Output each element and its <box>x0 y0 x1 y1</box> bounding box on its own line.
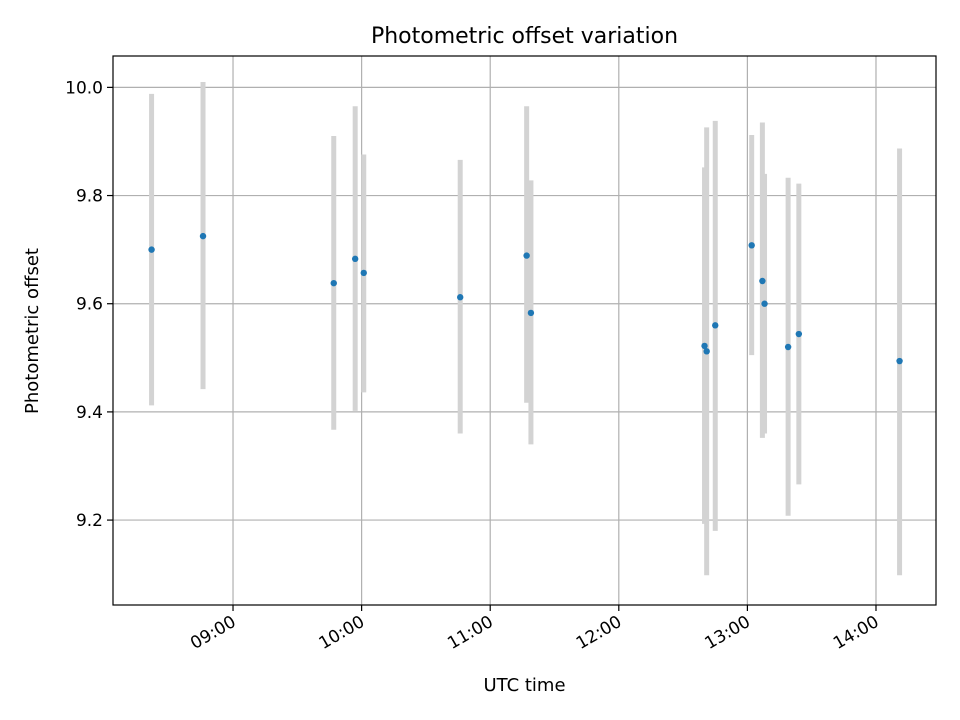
x-tick-label: 10:00 <box>316 612 368 654</box>
data-point <box>712 322 719 329</box>
data-point <box>701 342 708 350</box>
x-axis-label: UTC time <box>483 675 565 696</box>
y-tick-label: 10.0 <box>65 78 103 98</box>
y-tick-label: 9.8 <box>76 187 103 207</box>
chart-title: Photometric offset variation <box>371 24 678 49</box>
y-tick-label: 9.6 <box>76 295 103 315</box>
data-point <box>896 357 903 365</box>
error-bars <box>149 81 903 576</box>
data-point <box>360 269 367 277</box>
data-point <box>761 300 768 307</box>
x-tick-label: 14:00 <box>830 612 882 654</box>
x-tick-label: 13:00 <box>701 612 753 654</box>
data-point <box>759 277 766 285</box>
data-point <box>703 348 710 355</box>
data-point <box>457 294 464 301</box>
plot-area-frame <box>112 55 937 606</box>
x-tick-label: 09:00 <box>187 612 239 654</box>
data-point <box>148 246 155 253</box>
data-point <box>748 242 755 249</box>
data-point <box>351 255 359 263</box>
axis-ticks: 09:00 10:00 11:00 12:00 13:00 14:00 9.2 9.4 9.6 9… <box>65 78 882 653</box>
y-axis-label: Photometric offset <box>22 248 43 414</box>
data-point <box>784 343 792 351</box>
data-points <box>148 232 903 365</box>
x-tick-label: 12:00 <box>573 612 625 654</box>
data-point <box>523 252 530 259</box>
data-point <box>527 309 535 317</box>
data-point <box>330 279 337 287</box>
y-tick-label: 9.4 <box>76 403 103 423</box>
data-point <box>795 330 803 338</box>
x-tick-label: 11:00 <box>444 612 496 654</box>
data-point <box>199 232 207 240</box>
y-tick-label: 9.2 <box>76 511 103 531</box>
